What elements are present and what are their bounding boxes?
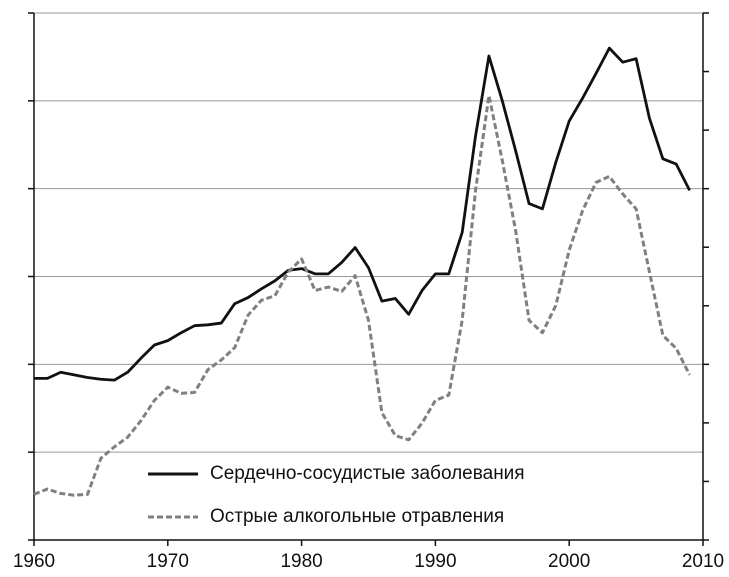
x-tick-label: 1990 (414, 551, 456, 572)
line-series (33, 94, 691, 497)
x-tick-label: 2010 (682, 551, 724, 572)
legend-label: Сердечно-сосудистые заболевания (210, 463, 525, 484)
x-tick-label: 1970 (147, 551, 189, 572)
x-tick-label: 1960 (13, 551, 55, 572)
x-tick-label: 1980 (280, 551, 322, 572)
legend-label: Острые алкогольные отравления (210, 506, 504, 527)
line-series (34, 46, 691, 382)
x-tick-label: 2000 (548, 551, 590, 572)
